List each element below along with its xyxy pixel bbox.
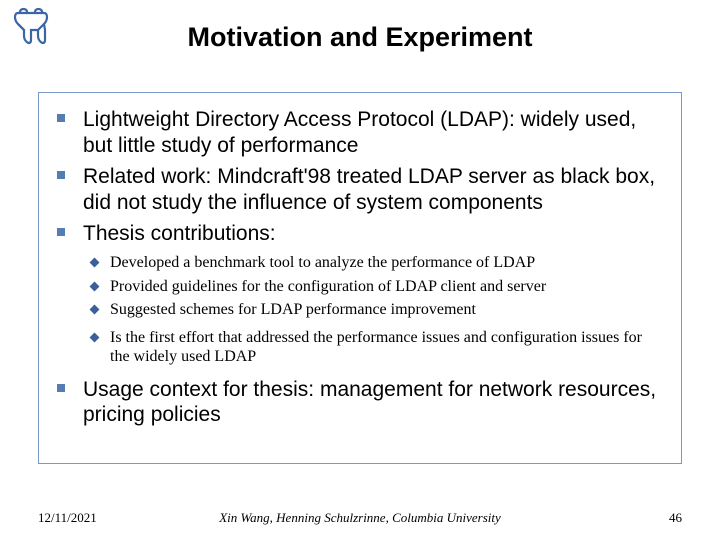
diamond-bullet-icon <box>90 281 100 291</box>
main-bullet-list-continued: Usage context for thesis: management for… <box>53 377 665 428</box>
slide-title: Motivation and Experiment <box>0 22 720 53</box>
content-box: Lightweight Directory Access Protocol (L… <box>38 92 682 464</box>
sub-bullet-text: Suggested schemes for LDAP performance i… <box>110 300 476 320</box>
list-item: Lightweight Directory Access Protocol (L… <box>53 107 665 158</box>
list-item: Related work: Mindcraft'98 treated LDAP … <box>53 164 665 215</box>
list-item: Suggested schemes for LDAP performance i… <box>91 300 665 320</box>
list-item: Usage context for thesis: management for… <box>53 377 665 428</box>
list-item: Thesis contributions: <box>53 221 665 247</box>
diamond-bullet-icon <box>90 258 100 268</box>
sub-bullet-text: Developed a benchmark tool to analyze th… <box>110 253 535 273</box>
bullet-text: Thesis contributions: <box>83 221 276 247</box>
list-item: Developed a benchmark tool to analyze th… <box>91 253 665 273</box>
square-bullet-icon <box>57 228 65 236</box>
sub-bullet-text: Provided guidelines for the configuratio… <box>110 277 546 297</box>
list-item: Is the first effort that addressed the p… <box>91 328 665 367</box>
square-bullet-icon <box>57 384 65 392</box>
square-bullet-icon <box>57 114 65 122</box>
slide: Motivation and Experiment Lightweight Di… <box>0 0 720 540</box>
footer: 12/11/2021 Xin Wang, Henning Schulzrinne… <box>38 510 682 526</box>
sub-bullet-text: Is the first effort that addressed the p… <box>110 328 665 367</box>
bullet-text: Lightweight Directory Access Protocol (L… <box>83 107 665 158</box>
list-item: Provided guidelines for the configuratio… <box>91 277 665 297</box>
main-bullet-list: Lightweight Directory Access Protocol (L… <box>53 107 665 247</box>
diamond-bullet-icon <box>90 332 100 342</box>
diamond-bullet-icon <box>90 305 100 315</box>
footer-authors: Xin Wang, Henning Schulzrinne, Columbia … <box>38 510 682 526</box>
bullet-text: Related work: Mindcraft'98 treated LDAP … <box>83 164 665 215</box>
sub-bullet-list: Developed a benchmark tool to analyze th… <box>53 253 665 367</box>
square-bullet-icon <box>57 171 65 179</box>
bullet-text: Usage context for thesis: management for… <box>83 377 665 428</box>
